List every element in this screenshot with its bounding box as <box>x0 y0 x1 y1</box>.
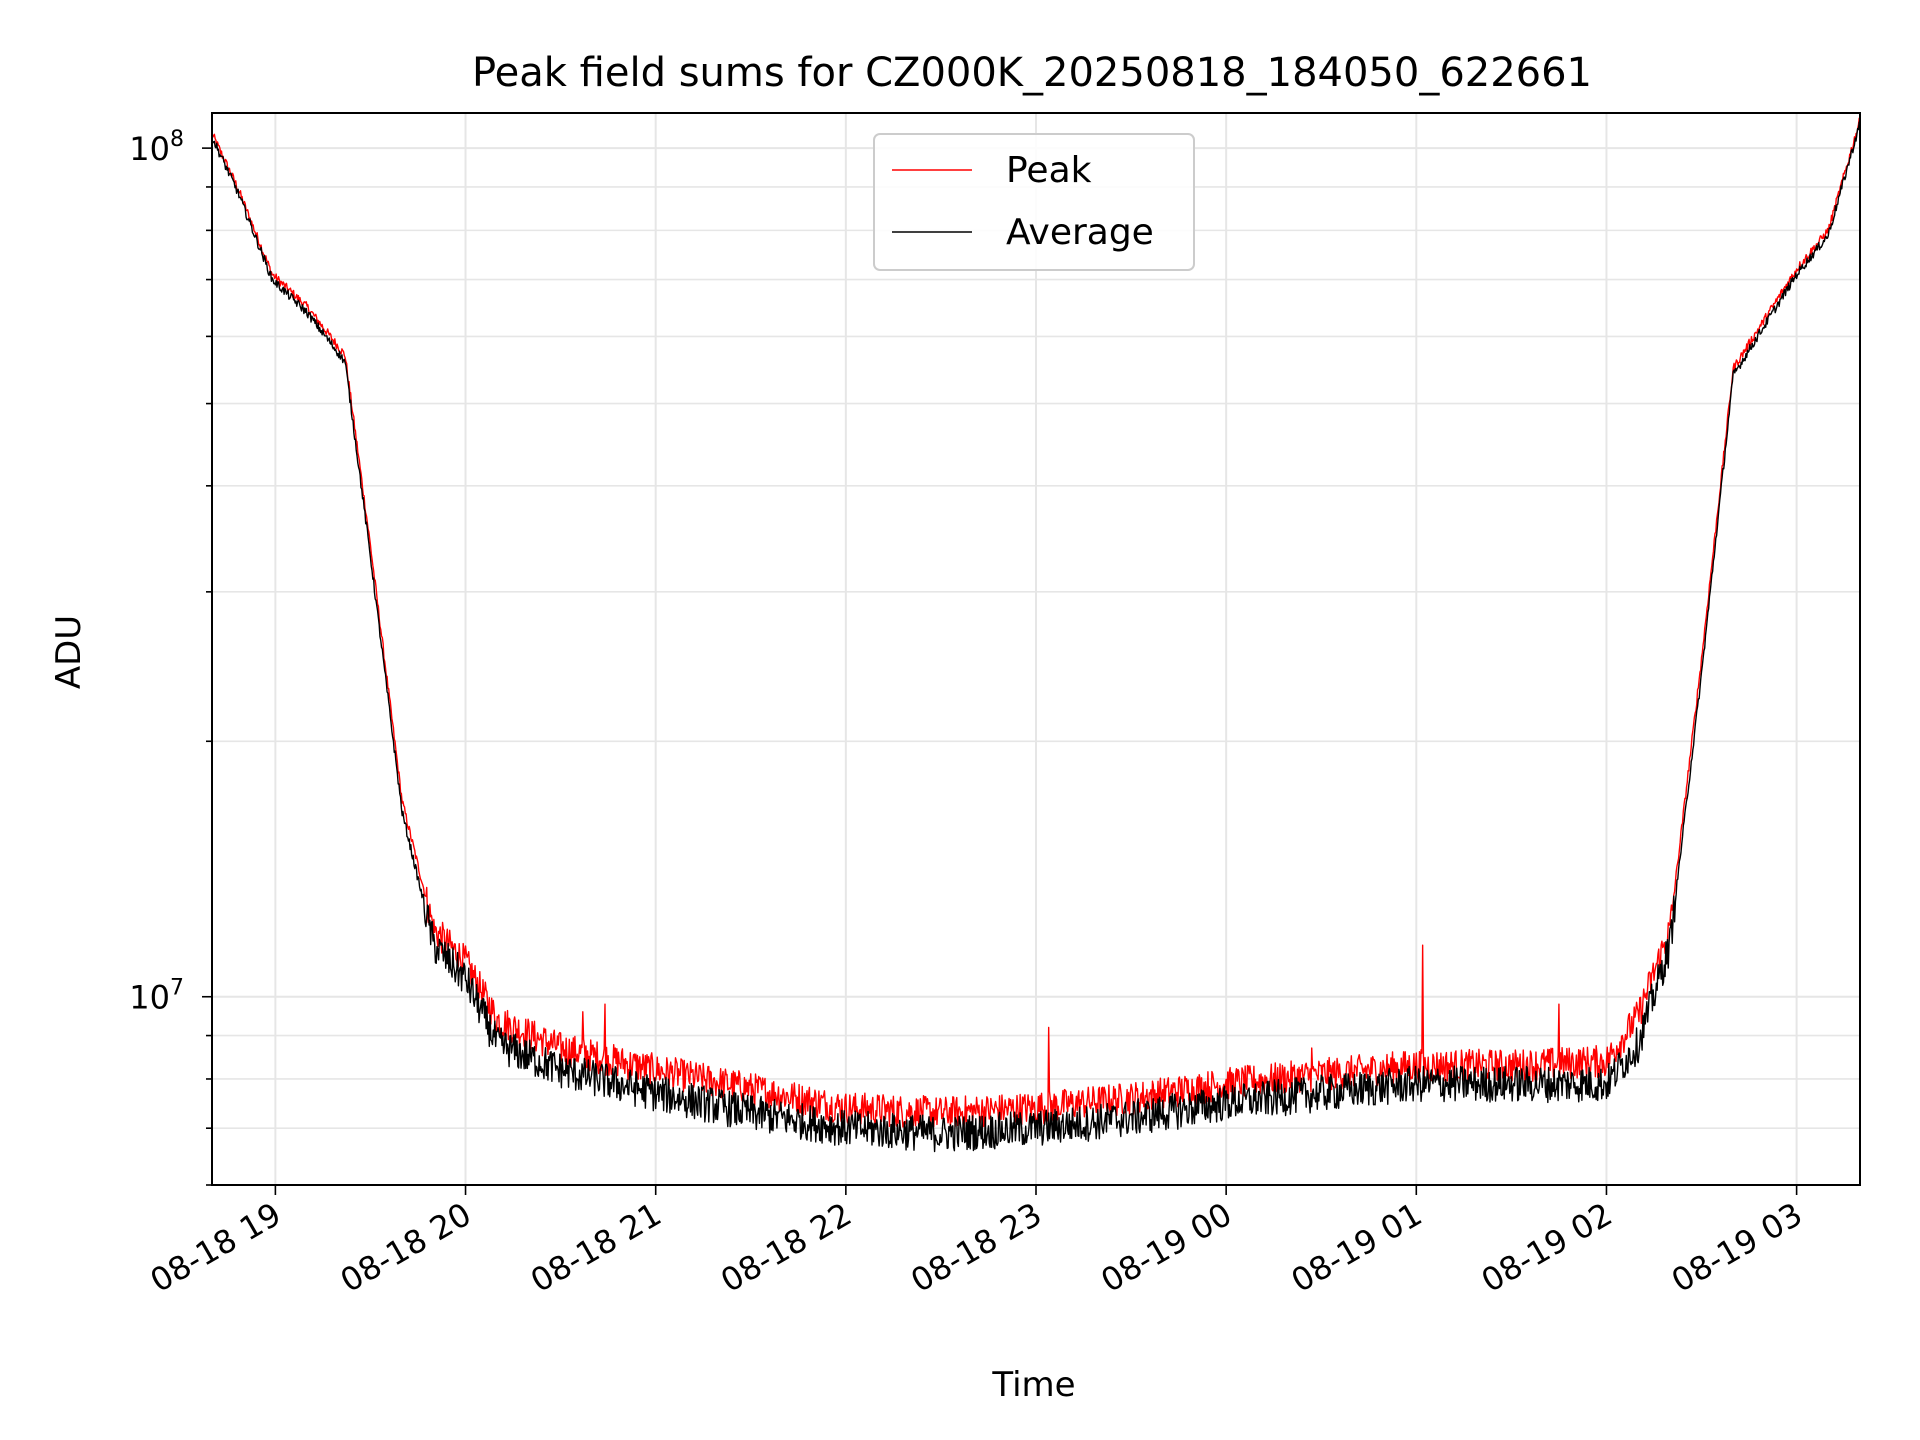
legend-label-peak: Peak <box>1006 150 1092 191</box>
series-line-average <box>212 121 1860 1153</box>
x-axis-label: Time <box>991 1365 1075 1405</box>
legend: Peak Average <box>873 133 1195 271</box>
y-tick-label: 108 <box>129 127 184 168</box>
y-tick-label: 107 <box>129 976 184 1017</box>
series-layer <box>212 117 1860 1153</box>
legend-label-average: Average <box>1006 212 1154 253</box>
y-axis-label: ADU <box>49 615 89 689</box>
legend-box <box>873 133 1195 271</box>
grid <box>212 113 1860 1186</box>
chart-title: Peak field sums for CZ000K_20250818_1840… <box>472 50 1592 96</box>
